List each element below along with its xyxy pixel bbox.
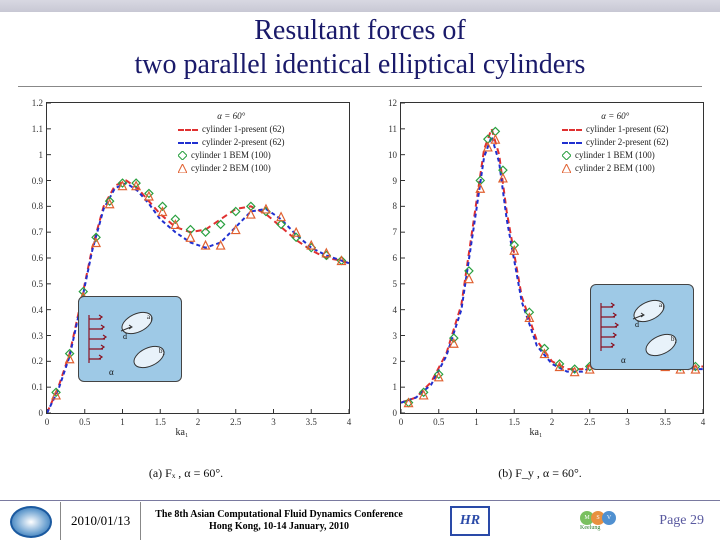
legend-a-0: cylinder 1-present (62)	[202, 123, 284, 136]
legend-a-2: cylinder 1 BEM (100)	[191, 149, 271, 162]
svg-text:b₂: b₂	[671, 335, 678, 343]
svg-text:α: α	[621, 355, 626, 365]
inset-a-svg: α d a₁ b₂	[79, 297, 183, 383]
svg-text:a₁: a₁	[147, 313, 153, 321]
chart-a-panel: |Fₓ|/[ρ_w g A/2 (ηₐ)²] 00.511.522.533.54…	[8, 96, 356, 456]
legend-a-3: cylinder 2 BEM (100)	[191, 162, 271, 175]
svg-text:d: d	[123, 332, 127, 341]
footer-date: 2010/01/13	[60, 502, 141, 540]
svg-text:α: α	[109, 367, 114, 377]
chart-b-panel: |F_y|/[ρ_w g A/2 (ηₐ)²] 00.511.522.533.5…	[362, 96, 710, 456]
legend-alpha-b: α = 60°	[562, 110, 668, 123]
logo-right-icon: MSV Keelung	[580, 506, 636, 534]
chart-a-xlabel: ka₁	[176, 427, 189, 438]
title-line2: two parallel identical elliptical cylind…	[135, 49, 586, 80]
caption-a: (a) Fₓ , α = 60°.	[149, 466, 223, 481]
chart-a-legend: α = 60° cylinder 1-present (62) cylinder…	[178, 110, 284, 175]
legend-b-2: cylinder 1 BEM (100)	[575, 149, 655, 162]
caption-b: (b) F_y , α = 60°.	[498, 466, 582, 481]
legend-alpha: α = 60°	[178, 110, 284, 123]
svg-text:a₁: a₁	[659, 301, 665, 309]
inset-b-svg: α d a₁ b₂	[591, 285, 695, 371]
logo-left-icon	[10, 506, 52, 538]
chart-a-inset: α d a₁ b₂	[78, 296, 182, 382]
legend-b-1: cylinder 2-present (62)	[586, 136, 668, 149]
footer-conference: The 8th Asian Computational Fluid Dynami…	[155, 509, 403, 533]
chart-b-inset: α d a₁ b₂	[590, 284, 694, 370]
chart-b-legend: α = 60° cylinder 1-present (62) cylinder…	[562, 110, 668, 175]
footer: 2010/01/13 The 8th Asian Computational F…	[0, 500, 720, 540]
title-underline	[18, 86, 702, 87]
footer-conf-line2: Hong Kong, 10-14 January, 2010	[209, 521, 349, 532]
legend-a-1: cylinder 2-present (62)	[202, 136, 284, 149]
header-bar	[0, 0, 720, 12]
legend-b-3: cylinder 2 BEM (100)	[575, 162, 655, 175]
legend-b-0: cylinder 1-present (62)	[586, 123, 668, 136]
title-line1: Resultant forces of	[254, 15, 466, 46]
chart-b-xlabel: ka₁	[530, 427, 543, 438]
svg-text:d: d	[635, 320, 639, 329]
logo-hr-icon: HR	[450, 506, 490, 536]
slide-title: Resultant forces of two parallel identic…	[0, 14, 720, 81]
footer-conf-line1: The 8th Asian Computational Fluid Dynami…	[155, 509, 403, 520]
svg-text:b₂: b₂	[159, 347, 166, 355]
footer-page-number: Page 29	[659, 513, 704, 529]
